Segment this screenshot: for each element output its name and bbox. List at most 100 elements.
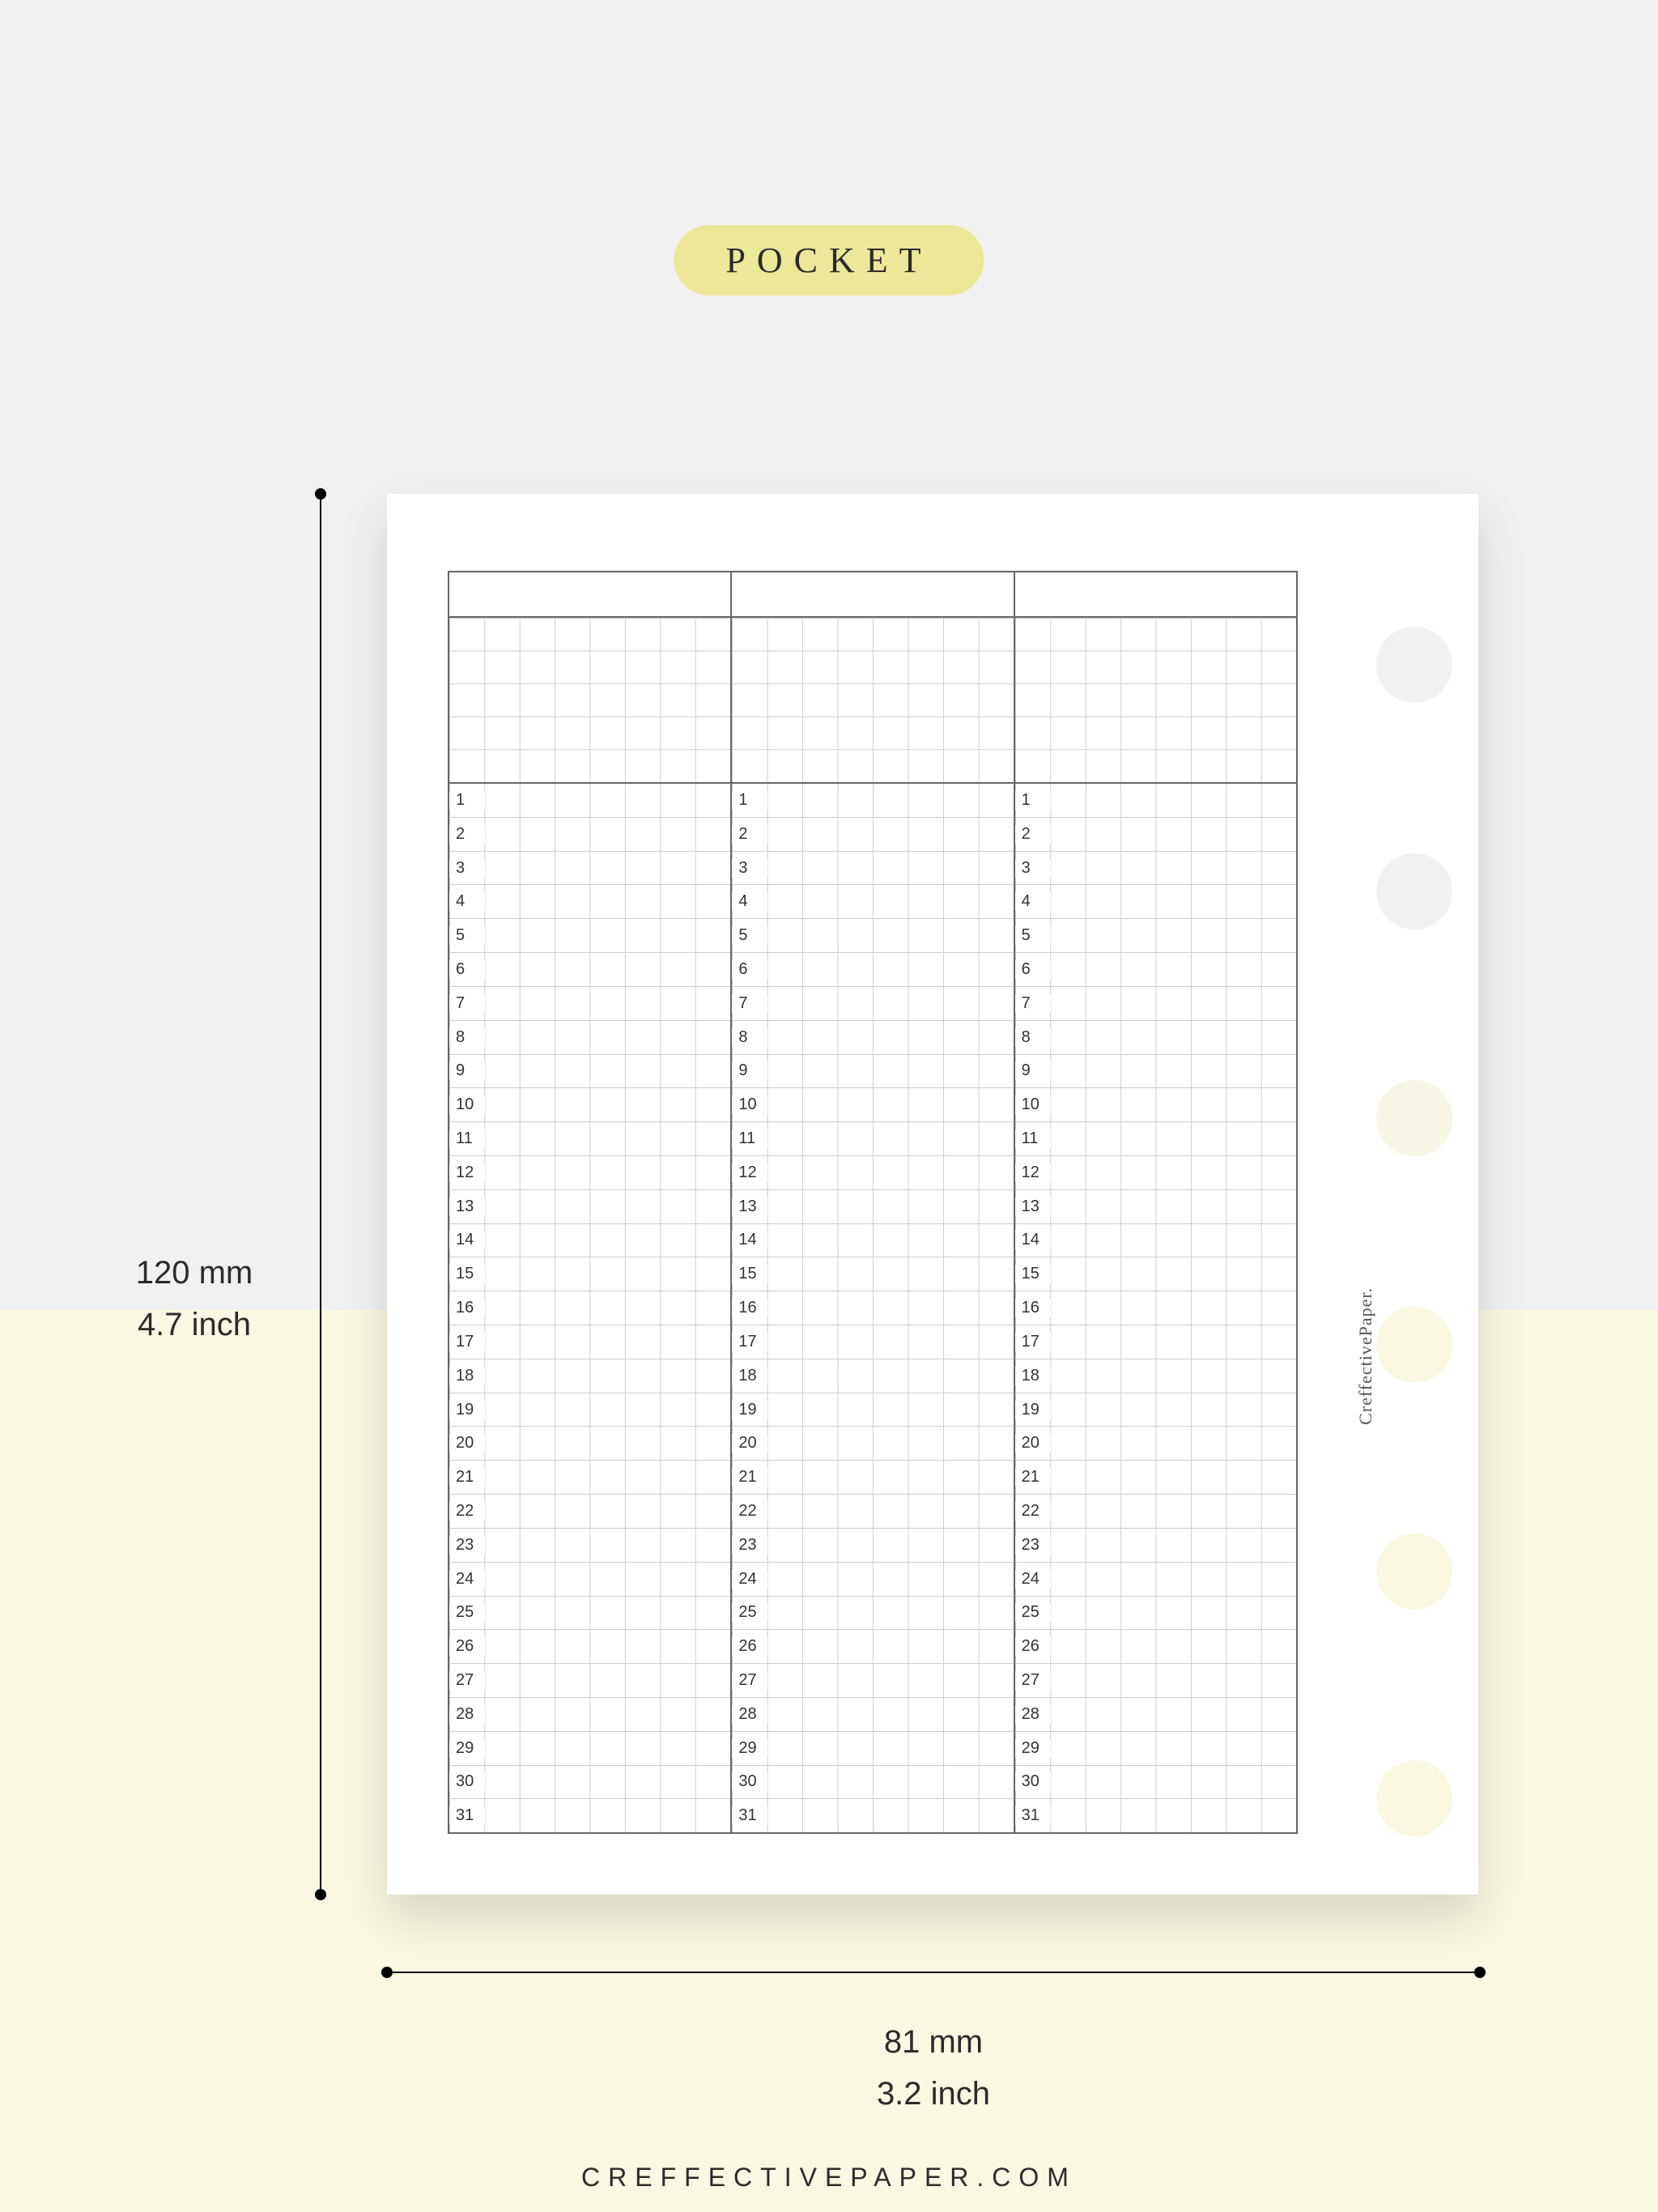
day-number: 5 <box>1015 926 1051 945</box>
day-row: 13 <box>1015 1190 1296 1224</box>
day-number: 20 <box>1015 1434 1051 1453</box>
day-number: 16 <box>1015 1299 1051 1317</box>
day-number: 25 <box>732 1603 767 1622</box>
day-number: 27 <box>449 1671 485 1690</box>
day-number: 31 <box>1015 1806 1051 1825</box>
day-row: 23 <box>1015 1529 1296 1563</box>
day-row: 29 <box>449 1732 730 1766</box>
day-number: 28 <box>732 1705 767 1724</box>
day-number: 31 <box>449 1806 485 1825</box>
day-row: 10 <box>732 1088 1013 1122</box>
day-number: 13 <box>1015 1197 1051 1216</box>
day-row: 15 <box>732 1257 1013 1291</box>
day-row: 2 <box>732 818 1013 852</box>
day-number: 30 <box>732 1772 767 1791</box>
day-row: 4 <box>732 885 1013 919</box>
paper-sheet: CreffectivePaper. 1234567891011121314151… <box>387 494 1478 1895</box>
day-number: 10 <box>1015 1095 1051 1114</box>
day-number: 25 <box>449 1603 485 1622</box>
day-number: 27 <box>1015 1671 1051 1690</box>
day-row: 9 <box>1015 1055 1296 1089</box>
day-number: 22 <box>1015 1502 1051 1521</box>
day-number: 15 <box>732 1265 767 1283</box>
punch-hole <box>1376 1080 1452 1156</box>
day-row: 12 <box>1015 1156 1296 1190</box>
day-number: 24 <box>1015 1570 1051 1589</box>
punch-hole <box>1376 627 1452 703</box>
day-row: 31 <box>1015 1799 1296 1832</box>
day-row: 6 <box>1015 953 1296 987</box>
day-row: 17 <box>1015 1325 1296 1359</box>
day-row: 7 <box>449 987 730 1021</box>
day-number: 11 <box>449 1129 485 1148</box>
day-number: 31 <box>732 1806 767 1825</box>
day-row: 1 <box>449 784 730 818</box>
width-bracket <box>387 1972 1480 1973</box>
day-row: 25 <box>449 1597 730 1631</box>
column-rows: 1234567891011121314151617181920212223242… <box>732 784 1013 1832</box>
day-row: 19 <box>449 1393 730 1427</box>
day-row: 23 <box>732 1529 1013 1563</box>
day-number: 14 <box>732 1231 767 1249</box>
day-number: 9 <box>1015 1061 1051 1080</box>
day-number: 10 <box>449 1095 485 1114</box>
column-subgrid <box>732 618 1013 784</box>
day-number: 30 <box>1015 1772 1051 1791</box>
day-number: 1 <box>449 791 485 810</box>
day-row: 17 <box>732 1325 1013 1359</box>
day-number: 24 <box>449 1570 485 1589</box>
day-row: 27 <box>732 1664 1013 1698</box>
day-number: 17 <box>1015 1333 1051 1351</box>
day-row: 30 <box>732 1766 1013 1800</box>
day-number: 2 <box>449 825 485 844</box>
column-rows: 1234567891011121314151617181920212223242… <box>1015 784 1296 1832</box>
day-number: 11 <box>1015 1129 1051 1148</box>
day-row: 13 <box>732 1190 1013 1224</box>
day-row: 16 <box>732 1291 1013 1325</box>
day-row: 4 <box>449 885 730 919</box>
day-row: 5 <box>1015 919 1296 953</box>
day-number: 19 <box>732 1401 767 1419</box>
day-number: 16 <box>732 1299 767 1317</box>
day-row: 30 <box>1015 1766 1296 1800</box>
day-number: 29 <box>449 1739 485 1758</box>
watermark-text: CreffectivePaper. <box>1355 1287 1376 1425</box>
day-row: 14 <box>732 1224 1013 1258</box>
day-row: 14 <box>1015 1224 1296 1258</box>
day-row: 7 <box>732 987 1013 1021</box>
planner-column: 1234567891011121314151617181920212223242… <box>732 572 1014 1832</box>
day-number: 17 <box>449 1333 485 1351</box>
day-row: 3 <box>1015 852 1296 886</box>
day-number: 23 <box>1015 1536 1051 1555</box>
day-row: 28 <box>1015 1698 1296 1732</box>
day-row: 18 <box>732 1359 1013 1393</box>
day-number: 18 <box>449 1367 485 1385</box>
day-number: 24 <box>732 1570 767 1589</box>
day-row: 30 <box>449 1766 730 1800</box>
day-number: 22 <box>732 1502 767 1521</box>
day-number: 26 <box>732 1637 767 1656</box>
day-number: 11 <box>732 1129 767 1148</box>
day-number: 25 <box>1015 1603 1051 1622</box>
day-row: 3 <box>732 852 1013 886</box>
day-row: 27 <box>449 1664 730 1698</box>
day-number: 20 <box>732 1434 767 1453</box>
day-row: 9 <box>732 1055 1013 1089</box>
day-row: 12 <box>732 1156 1013 1190</box>
day-row: 19 <box>1015 1393 1296 1427</box>
day-number: 15 <box>1015 1265 1051 1283</box>
day-row: 1 <box>732 784 1013 818</box>
day-number: 9 <box>449 1061 485 1080</box>
day-row: 24 <box>449 1563 730 1597</box>
day-number: 5 <box>732 926 767 945</box>
day-row: 22 <box>449 1495 730 1529</box>
day-row: 21 <box>449 1461 730 1495</box>
day-row: 20 <box>449 1427 730 1461</box>
day-row: 21 <box>1015 1461 1296 1495</box>
day-number: 3 <box>449 859 485 878</box>
day-row: 17 <box>449 1325 730 1359</box>
planner-column: 1234567891011121314151617181920212223242… <box>1015 572 1296 1832</box>
day-number: 29 <box>732 1739 767 1758</box>
day-number: 13 <box>732 1197 767 1216</box>
day-number: 28 <box>1015 1705 1051 1724</box>
